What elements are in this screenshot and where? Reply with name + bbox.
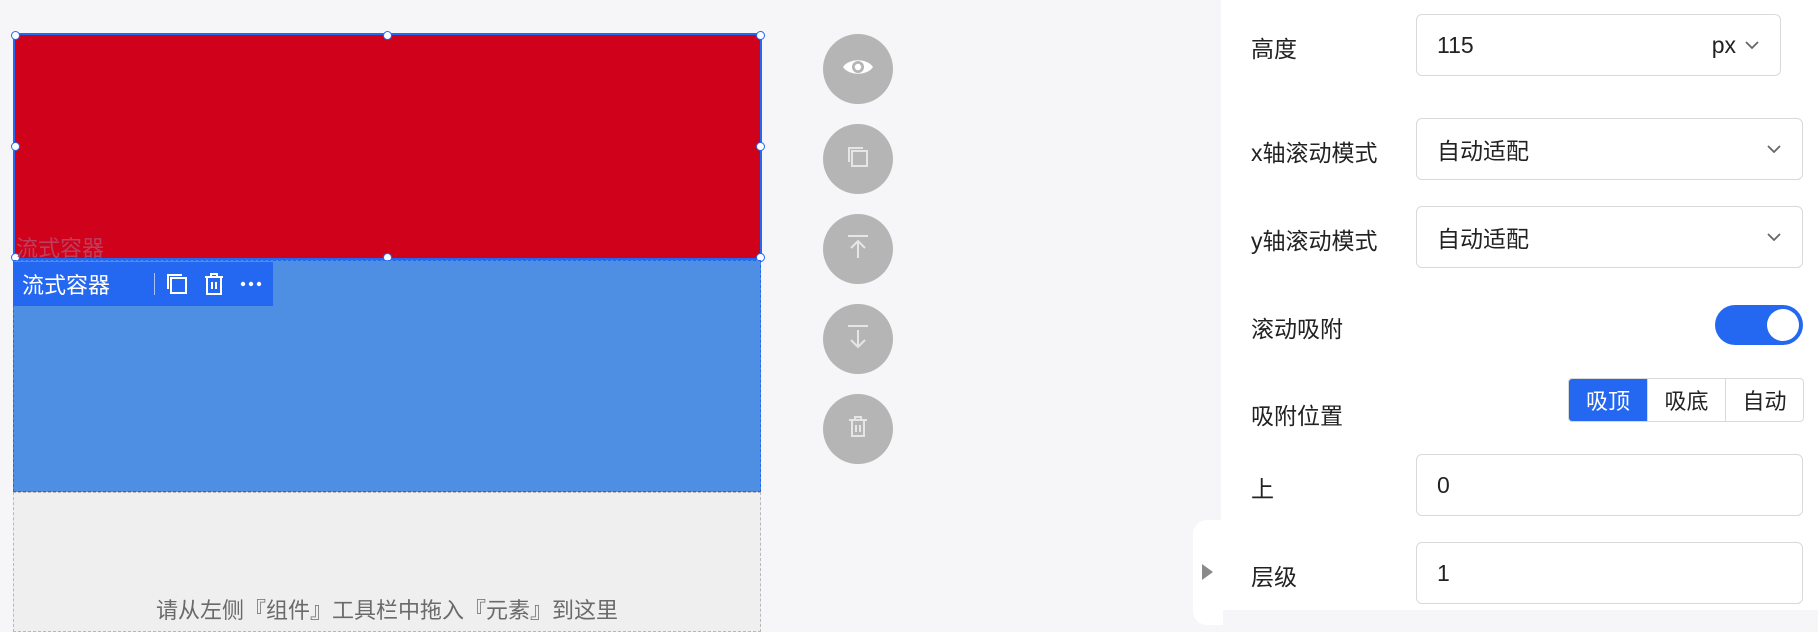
height-unit-select[interactable]: px [1711, 31, 1736, 58]
height-value: 115 [1437, 31, 1474, 58]
resize-handle-right[interactable] [756, 142, 765, 151]
preview-button[interactable] [823, 34, 893, 104]
top-offset-input[interactable]: 0 [1416, 454, 1803, 516]
resize-handle-top[interactable] [383, 31, 392, 40]
move-up-icon [843, 232, 873, 267]
duplicate-button[interactable] [823, 124, 893, 194]
delete-icon [844, 413, 872, 446]
x-scroll-select[interactable]: 自动适配 [1416, 118, 1803, 180]
height-input[interactable]: 115 px [1416, 14, 1781, 76]
move-down-icon [843, 322, 873, 357]
y-scroll-select[interactable]: 自动适配 [1416, 206, 1803, 268]
toolbar-component-name: 流式容器 [22, 273, 111, 298]
chevron-down-icon [1745, 41, 1759, 50]
drop-hint-text: 请从左侧『组件』工具栏中拖入『元素』到这里 [155, 598, 618, 623]
delete-icon[interactable] [200, 269, 229, 299]
height-label: 高度 [1251, 36, 1297, 62]
y-scroll-value: 自动适配 [1437, 226, 1529, 252]
resize-handle-left[interactable] [11, 142, 20, 151]
toggle-knob [1767, 309, 1799, 341]
eye-icon [841, 50, 875, 89]
copy-icon[interactable] [163, 269, 192, 299]
x-scroll-label: x轴滚动模式 [1251, 140, 1378, 166]
container-ghost-label: 流式容器 [16, 236, 105, 261]
snap-option-bottom[interactable]: 吸底 [1647, 379, 1725, 421]
delete-button[interactable] [823, 394, 893, 464]
chevron-down-icon [1767, 233, 1781, 242]
top-offset-label: 上 [1251, 476, 1274, 502]
component-toolbar: 流式容器 [13, 262, 273, 306]
editor-canvas: 流式容器 流式容器 请从左侧『组件』工具栏中拖入『元素』到这里 [11, 31, 893, 632]
z-index-value: 1 [1437, 559, 1450, 586]
drop-zone[interactable]: 请从左侧『组件』工具栏中拖入『元素』到这里 [13, 492, 761, 632]
scroll-snap-label: 滚动吸附 [1251, 316, 1343, 342]
x-scroll-value: 自动适配 [1437, 138, 1529, 164]
toolbar-divider [154, 273, 156, 295]
snap-option-auto[interactable]: 自动 [1725, 379, 1803, 421]
scroll-snap-toggle[interactable] [1715, 305, 1803, 345]
resize-handle-top-right[interactable] [756, 31, 765, 40]
panel-collapse-tab[interactable] [1193, 520, 1223, 625]
snap-option-top[interactable]: 吸顶 [1569, 379, 1647, 421]
z-index-label: 层级 [1251, 564, 1297, 590]
snap-position-segmented: 吸顶 吸底 自动 [1568, 378, 1804, 422]
resize-handle-top-left[interactable] [11, 31, 20, 40]
selected-red-container[interactable] [13, 33, 762, 260]
move-up-button[interactable] [823, 214, 893, 284]
chevron-down-icon [1767, 145, 1781, 154]
copy-icon [844, 143, 872, 176]
snap-position-label: 吸附位置 [1251, 403, 1343, 429]
more-icon[interactable] [236, 269, 265, 299]
top-offset-value: 0 [1437, 471, 1450, 498]
y-scroll-label: y轴滚动模式 [1251, 228, 1378, 254]
z-index-input[interactable]: 1 [1416, 542, 1803, 604]
caret-right-icon [1202, 564, 1213, 580]
move-down-button[interactable] [823, 304, 893, 374]
